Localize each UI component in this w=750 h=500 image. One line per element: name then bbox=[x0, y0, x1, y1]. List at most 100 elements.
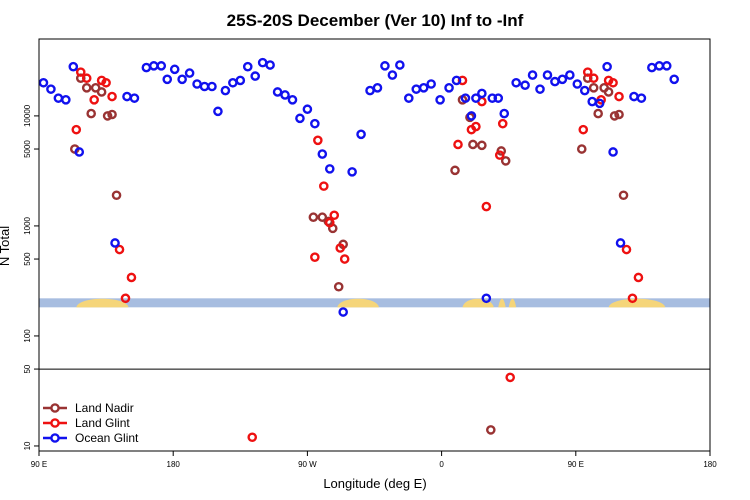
land-nadir-point bbox=[486, 425, 496, 435]
ocean-glint-point bbox=[74, 147, 85, 157]
land-glint-point bbox=[608, 77, 618, 88]
ocean-glint-point bbox=[444, 83, 454, 93]
ocean-glint-point bbox=[46, 84, 56, 94]
ocean-glint-point bbox=[669, 74, 680, 85]
y-axis-label: N Total bbox=[0, 226, 12, 266]
ocean-glint-point bbox=[184, 68, 195, 78]
land-nadir-point bbox=[107, 109, 117, 120]
ocean-glint-point bbox=[499, 108, 510, 119]
land-glint-point bbox=[339, 254, 350, 264]
land-glint-point bbox=[633, 272, 644, 283]
ocean-glint-point bbox=[272, 87, 283, 97]
land-glint-point bbox=[457, 75, 468, 86]
ocean-glint-point bbox=[466, 111, 477, 121]
land-glint-point bbox=[114, 244, 125, 255]
ocean-glint-point bbox=[602, 61, 612, 72]
ocean-glint-point bbox=[169, 64, 180, 75]
land-glint-point bbox=[335, 243, 346, 253]
ocean-glint-point bbox=[177, 74, 187, 85]
ocean-glint-point bbox=[403, 93, 414, 103]
land-nadir-point bbox=[500, 156, 511, 166]
land-glint-point bbox=[329, 210, 340, 221]
y-tick-label: 500 bbox=[23, 252, 32, 266]
ocean-glint-point bbox=[347, 167, 357, 177]
ocean-glint-point bbox=[435, 95, 445, 105]
land-glint-point bbox=[453, 139, 463, 150]
ocean-glint-point bbox=[207, 81, 217, 92]
ocean-glint-point bbox=[235, 75, 246, 86]
ocean-glint-point bbox=[213, 106, 223, 117]
ocean-glint-point bbox=[250, 71, 261, 81]
ocean-glint-point bbox=[579, 85, 590, 96]
ocean-glint-point bbox=[594, 98, 605, 109]
ocean-glint-point bbox=[587, 96, 598, 107]
ocean-glint-point bbox=[477, 88, 487, 99]
ocean-glint-point bbox=[418, 83, 429, 93]
ocean-glint-point bbox=[372, 83, 383, 93]
ocean-glint-point bbox=[192, 79, 202, 89]
land-glint-legend-label: Land Glint bbox=[75, 416, 130, 430]
x-tick-label: 180 bbox=[167, 460, 181, 469]
ocean-glint-point bbox=[129, 93, 140, 103]
ocean-glint-legend-marker bbox=[50, 433, 60, 443]
ocean-glint-point bbox=[411, 84, 422, 94]
ocean-glint-point bbox=[242, 61, 253, 72]
land-glint-point bbox=[588, 73, 599, 84]
ocean-glint-point bbox=[615, 238, 626, 248]
ocean-glint-point bbox=[451, 75, 462, 86]
ocean-glint-point bbox=[661, 61, 672, 71]
ocean-glint-point bbox=[527, 70, 538, 80]
x-tick-label: 90 W bbox=[298, 460, 317, 469]
land-segment bbox=[608, 298, 666, 308]
land-glint-legend-marker bbox=[50, 418, 60, 428]
land-nadir-point bbox=[81, 83, 92, 93]
ocean-glint-point bbox=[471, 93, 481, 103]
y-tick-label: 100 bbox=[23, 329, 32, 343]
land-nadir-point bbox=[308, 212, 319, 223]
ocean-glint-point bbox=[365, 85, 375, 96]
x-axis-label: Longitude (deg E) bbox=[323, 476, 426, 491]
land-glint-point bbox=[126, 272, 137, 283]
ocean-glint-point bbox=[141, 62, 152, 73]
land-glint-point bbox=[324, 217, 335, 228]
ocean-glint-point bbox=[654, 61, 665, 71]
y-tick-label: 10000 bbox=[23, 104, 32, 127]
ocean-glint-point bbox=[493, 93, 504, 103]
land-glint-point bbox=[627, 293, 638, 304]
y-axis: 10 50 100 500 1000 5000 10000 bbox=[23, 104, 39, 450]
chart-title: 25S-20S December (Ver 10) Inf to -Inf bbox=[227, 11, 524, 30]
ocean-glint-point bbox=[629, 91, 639, 102]
ocean-glint-point bbox=[542, 70, 553, 80]
ocean-glint-point bbox=[487, 93, 498, 103]
ocean-glint-point bbox=[647, 62, 657, 73]
land-glint-point bbox=[310, 252, 320, 262]
x-tick-label: 90 E bbox=[568, 460, 584, 469]
land-nadir-point bbox=[603, 87, 614, 97]
ocean-glint-point bbox=[356, 129, 366, 140]
y-tick-label: 10 bbox=[23, 441, 32, 450]
ocean-glint-point bbox=[38, 77, 49, 88]
land-glint-point bbox=[101, 77, 111, 88]
land-nadir-point bbox=[333, 281, 344, 292]
land-glint-point bbox=[481, 201, 492, 212]
ocean-glint-point bbox=[550, 76, 560, 87]
ocean-glint-point bbox=[265, 60, 275, 70]
ocean-glint-point bbox=[61, 95, 71, 105]
land-segment bbox=[508, 298, 517, 308]
land-glint-point bbox=[247, 432, 258, 443]
land-segment bbox=[498, 298, 506, 308]
land-glint-point bbox=[107, 91, 117, 102]
land-nadir-legend-label: Land Nadir bbox=[75, 401, 134, 415]
ocean-glint-point bbox=[110, 238, 120, 248]
ocean-glint-point bbox=[557, 74, 568, 85]
ocean-glint-point bbox=[520, 80, 530, 91]
land-nadir-point bbox=[593, 108, 603, 119]
ocean-glint-point bbox=[220, 85, 231, 96]
land-glint-point bbox=[494, 150, 505, 160]
land-nadir-point bbox=[576, 144, 587, 154]
ocean-glint-point bbox=[317, 149, 328, 159]
ocean-glint-point bbox=[199, 81, 210, 92]
land-nadir-point bbox=[102, 111, 113, 121]
